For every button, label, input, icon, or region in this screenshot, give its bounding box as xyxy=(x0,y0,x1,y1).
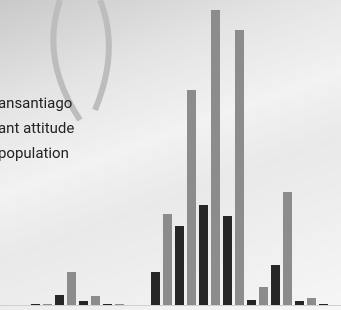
bar xyxy=(211,10,220,305)
text-line: ansantiago xyxy=(0,94,72,112)
bar xyxy=(247,300,256,305)
bar xyxy=(199,205,208,305)
bar xyxy=(175,226,184,305)
bar xyxy=(79,301,88,305)
bar xyxy=(103,304,112,305)
bar xyxy=(307,298,316,305)
text-line: ant attitude xyxy=(0,119,74,137)
bar xyxy=(67,272,76,305)
bar xyxy=(235,30,244,305)
bar xyxy=(55,295,64,305)
bar xyxy=(187,90,196,305)
bar xyxy=(151,272,160,305)
bar xyxy=(91,296,100,305)
bar xyxy=(115,304,124,305)
bar xyxy=(43,304,52,305)
page: ansantiago ant attitude population (() =… xyxy=(0,0,341,310)
bar xyxy=(295,301,304,305)
bar xyxy=(223,216,232,305)
bar xyxy=(259,287,268,305)
bar xyxy=(271,265,280,305)
bar xyxy=(31,304,40,305)
bar xyxy=(319,304,328,305)
bar xyxy=(163,214,172,305)
text-line: population xyxy=(0,144,69,162)
bar xyxy=(283,192,292,305)
